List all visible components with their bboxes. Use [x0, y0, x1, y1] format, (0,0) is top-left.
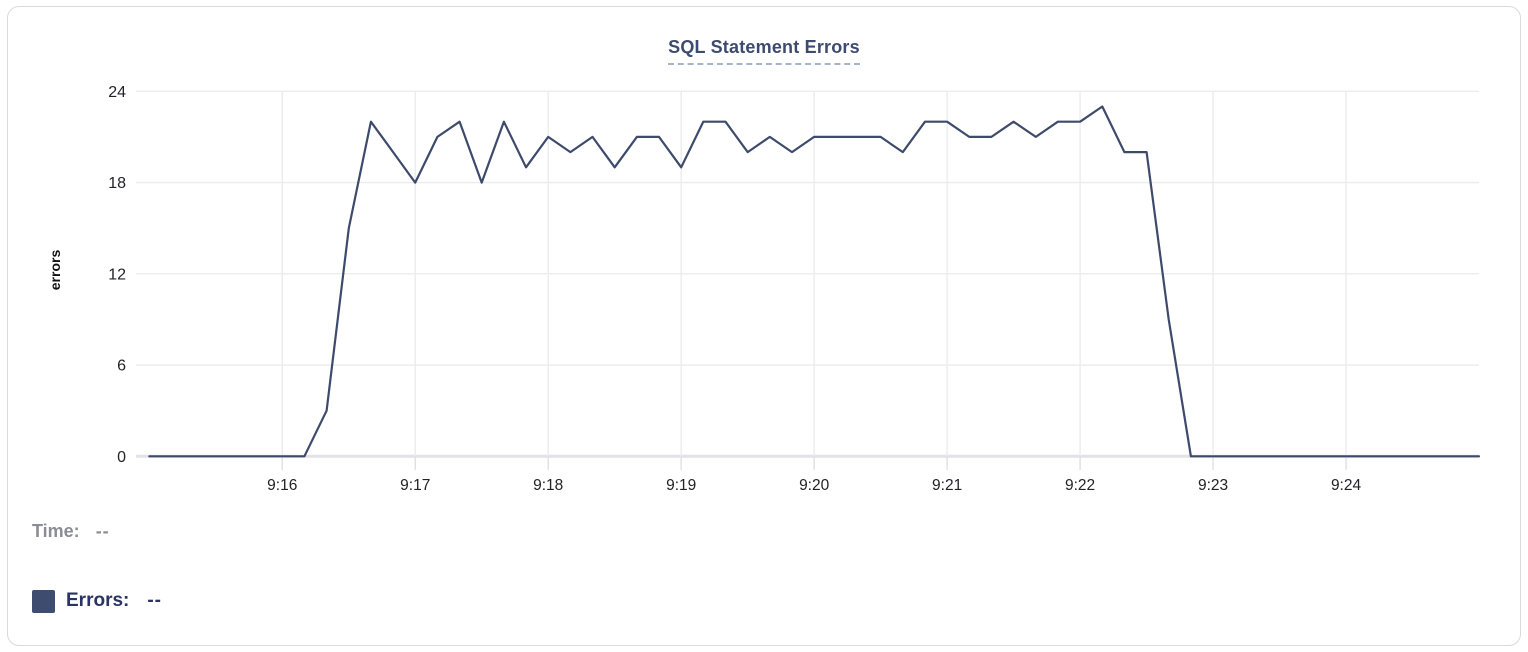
y-tick-label: 12 [108, 266, 126, 283]
y-tick-label: 0 [117, 449, 126, 466]
tooltip-errors-value: -- [147, 590, 163, 611]
x-tick-label: 9:16 [267, 477, 297, 494]
y-tick-label: 18 [108, 175, 126, 192]
x-tick-label: 9:21 [932, 477, 962, 494]
errors-series-line [148, 105, 1481, 458]
x-tick-label: 9:19 [666, 477, 696, 494]
chart-tooltip-legend: Time: -- Errors: -- [32, 518, 162, 614]
x-tick-label: 9:18 [533, 477, 563, 494]
tooltip-time-row: Time: -- [32, 518, 162, 544]
y-tick-label: 6 [117, 358, 126, 375]
tooltip-errors-label: Errors: [66, 590, 130, 611]
errors-line-chart-plot-area[interactable]: 0 6 12 18 24 9:16 9:17 9:18 9:19 9:20 9:21 9:22 9:23… [8, 7, 1528, 512]
tooltip-time-value: -- [95, 520, 110, 541]
errors-series-swatch-icon [32, 589, 55, 613]
chart-title[interactable]: SQL Statement Errors [668, 37, 860, 65]
x-tick-label: 9:17 [400, 477, 430, 494]
x-tick-label: 9:22 [1065, 477, 1095, 494]
x-tick-label: 9:20 [799, 477, 830, 494]
tooltip-errors-row: Errors: -- [32, 588, 162, 614]
chart-card: SQL Statement Errors 0 6 12 18 24 9:16 9:17 9:1… [7, 6, 1521, 646]
x-tick-label: 9:23 [1198, 477, 1228, 494]
chart-title-row: SQL Statement Errors [8, 37, 1520, 65]
y-axis-title: errors [47, 250, 63, 291]
y-tick-label: 24 [108, 84, 126, 101]
tooltip-time-label: Time: [32, 520, 80, 541]
x-tick-label: 9:24 [1331, 477, 1362, 494]
